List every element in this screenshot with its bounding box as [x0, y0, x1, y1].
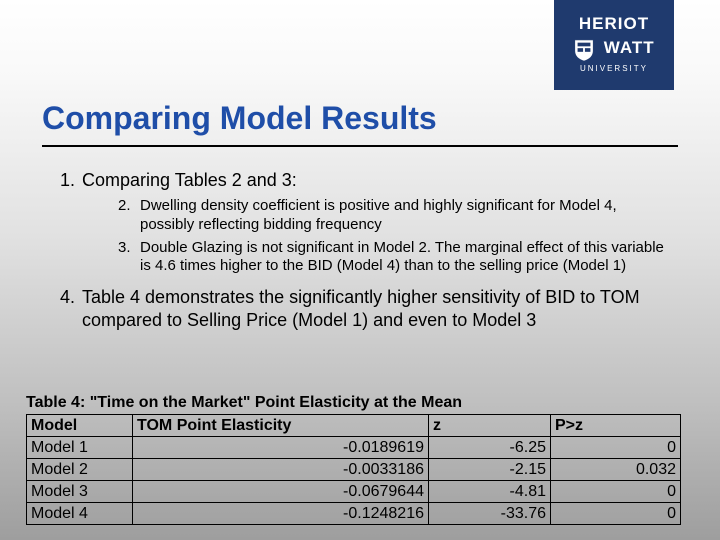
- university-logo: HERIOT WATT UNIVERSITY: [554, 0, 674, 90]
- col-header-pz: P>z: [551, 415, 681, 437]
- list-num: 3.: [118, 239, 140, 258]
- list-text: Double Glazing is not significant in Mod…: [140, 239, 674, 277]
- col-header-z: z: [429, 415, 551, 437]
- cell-elasticity: -0.0033186: [133, 459, 429, 481]
- list-subitem-3: 3.Double Glazing is not significant in M…: [118, 239, 678, 277]
- list-num: 4.: [60, 286, 82, 309]
- elasticity-table: Model TOM Point Elasticity z P>z Model 1…: [26, 414, 681, 525]
- logo-line1: HERIOT: [554, 14, 674, 34]
- logo-subtext: UNIVERSITY: [554, 64, 674, 73]
- shield-icon: [573, 38, 595, 62]
- cell-pz: 0: [551, 481, 681, 503]
- cell-model: Model 4: [27, 503, 133, 525]
- cell-pz: 0: [551, 437, 681, 459]
- list-subitem-2: 2.Dwelling density coefficient is positi…: [118, 197, 678, 235]
- list-text: Comparing Tables 2 and 3:: [82, 170, 297, 190]
- col-header-elasticity: TOM Point Elasticity: [133, 415, 429, 437]
- list-num: 1.: [60, 170, 82, 191]
- cell-z: -33.76: [429, 503, 551, 525]
- content-list: 1.Comparing Tables 2 and 3: 2.Dwelling d…: [42, 170, 678, 331]
- logo-row: WATT: [554, 34, 674, 62]
- cell-model: Model 1: [27, 437, 133, 459]
- logo-line2: WATT: [604, 38, 655, 58]
- col-header-model: Model: [27, 415, 133, 437]
- cell-model: Model 2: [27, 459, 133, 481]
- cell-elasticity: -0.0189619: [133, 437, 429, 459]
- cell-z: -6.25: [429, 437, 551, 459]
- table-header-row: Model TOM Point Elasticity z P>z: [27, 415, 681, 437]
- list-item-1: 1.Comparing Tables 2 and 3:: [60, 170, 678, 191]
- cell-elasticity: -0.0679644: [133, 481, 429, 503]
- list-item-4: 4.Table 4 demonstrates the significantly…: [60, 286, 678, 331]
- list-num: 2.: [118, 197, 140, 216]
- cell-pz: 0: [551, 503, 681, 525]
- cell-elasticity: -0.1248216: [133, 503, 429, 525]
- table-row: Model 3 -0.0679644 -4.81 0: [27, 481, 681, 503]
- table-row: Model 2 -0.0033186 -2.15 0.032: [27, 459, 681, 481]
- table-caption: Table 4: "Time on the Market" Point Elas…: [26, 394, 462, 412]
- cell-z: -4.81: [429, 481, 551, 503]
- list-text: Table 4 demonstrates the significantly h…: [82, 286, 660, 331]
- cell-pz: 0.032: [551, 459, 681, 481]
- cell-z: -2.15: [429, 459, 551, 481]
- table-row: Model 4 -0.1248216 -33.76 0: [27, 503, 681, 525]
- cell-model: Model 3: [27, 481, 133, 503]
- page-title: Comparing Model Results: [42, 100, 678, 147]
- list-text: Dwelling density coefficient is positive…: [140, 197, 674, 235]
- table-row: Model 1 -0.0189619 -6.25 0: [27, 437, 681, 459]
